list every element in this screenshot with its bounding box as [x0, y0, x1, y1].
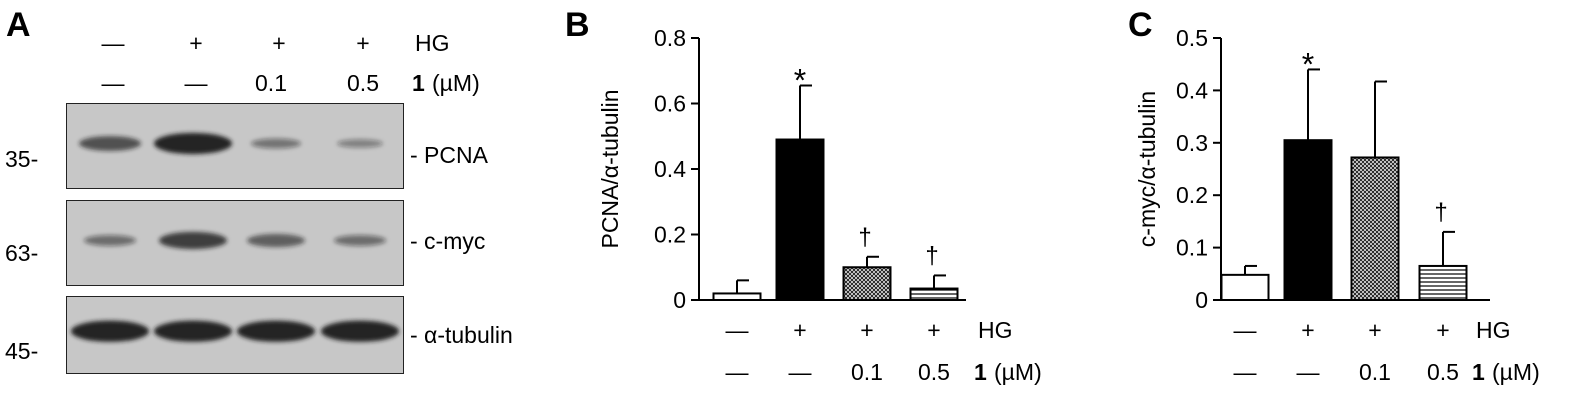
panel-c-letter: C — [1128, 6, 1153, 44]
blot-bands — [84, 231, 386, 250]
band-alpha-tubulin — [321, 320, 399, 342]
bar-3 — [1350, 156, 1400, 301]
hg-label: HG — [1476, 317, 1511, 343]
significance-marker: † — [858, 224, 871, 251]
dose-cell: — — [1297, 359, 1320, 385]
band-PCNA — [154, 132, 232, 155]
y-tick-label: 0.6 — [654, 91, 686, 117]
hg-cell: + — [793, 317, 806, 343]
band-alpha-tubulin — [237, 320, 315, 342]
y-tick-label: 0.1 — [1176, 235, 1208, 261]
dose-cell: 0.5 — [347, 70, 379, 96]
band-c-myc — [84, 235, 136, 246]
y-tick-label: 0 — [673, 287, 686, 313]
band-alpha-tubulin — [71, 320, 149, 342]
bar-1 — [1220, 273, 1270, 301]
y-tick-label: 0.4 — [654, 156, 686, 182]
dose-cell: — — [184, 70, 208, 96]
hg-cell: + — [1301, 317, 1314, 343]
blot-label-c-myc: - c-myc — [410, 228, 486, 254]
y-tick-label: 0.8 — [654, 25, 686, 51]
chart-b: 0 0.2 0.4 0.6 0.8 PCNA/α-tubulin * † † — + + + HG — — 0.… — [597, 25, 1042, 385]
blot-bands — [71, 320, 399, 342]
hg-label: HG — [415, 30, 450, 56]
band-PCNA — [251, 138, 301, 149]
hg-cell: + — [1436, 317, 1449, 343]
chart-c: 0 0.1 0.2 0.3 0.4 0.5 c-myc/α-tubulin * † — + + + HG —… — [1134, 25, 1540, 385]
dose-cell: 0.5 — [918, 359, 950, 385]
compound-label: 1 — [974, 359, 987, 385]
hg-cell: — — [726, 317, 749, 343]
y-tick-label: 0.2 — [1176, 182, 1208, 208]
band-alpha-tubulin — [154, 320, 232, 342]
blot-label-pcna: - PCNA — [410, 142, 488, 168]
mw-marker-alpha-tubulin: 45- — [5, 338, 39, 364]
hg-cell: — — [1234, 317, 1257, 343]
hg-cell: + — [1368, 317, 1381, 343]
compound-label: 1 — [412, 70, 425, 96]
y-axis-label: PCNA/α-tubulin — [597, 89, 623, 248]
hg-label: HG — [978, 317, 1013, 343]
unit-label: (µM) — [994, 359, 1042, 385]
dose-cell: — — [789, 359, 812, 385]
significance-marker: * — [794, 62, 806, 98]
band-c-myc — [247, 233, 305, 248]
hg-cell: + — [272, 30, 286, 56]
unit-label: (µM) — [432, 70, 480, 96]
bar-2 — [1283, 139, 1333, 301]
dose-cell: 0.1 — [255, 70, 287, 96]
bar-1 — [712, 292, 762, 302]
y-tick-label: 0.5 — [1176, 25, 1208, 51]
significance-marker: † — [1434, 199, 1447, 226]
dose-cell: 0.1 — [851, 359, 883, 385]
bar-2 — [775, 138, 825, 301]
significance-marker: † — [925, 242, 938, 269]
y-tick-label: 0.3 — [1176, 130, 1208, 156]
band-c-myc — [334, 235, 386, 246]
band-c-myc — [159, 231, 227, 250]
bar-4 — [909, 287, 959, 302]
panel-a-letter: A — [6, 6, 31, 44]
dose-cell: — — [101, 70, 125, 96]
blot-pcna — [66, 103, 404, 189]
blot-label-alpha-tubulin: - α-tubulin — [410, 322, 513, 348]
dose-cell: 0.1 — [1359, 359, 1391, 385]
bar-4 — [1418, 264, 1468, 302]
y-axis-label: c-myc/α-tubulin — [1134, 91, 1160, 247]
hg-cell: — — [101, 30, 125, 56]
y-tick-label: 0.2 — [654, 222, 686, 248]
mw-marker-c-myc: 63- — [5, 240, 39, 266]
band-PCNA — [337, 139, 383, 148]
hg-cell: + — [189, 30, 203, 56]
blot-c-myc — [66, 200, 404, 286]
y-tick-label: 0 — [1195, 287, 1208, 313]
blot-bands — [79, 132, 383, 155]
dose-cell: — — [726, 359, 749, 385]
hg-cell: + — [927, 317, 940, 343]
compound-label: 1 — [1472, 359, 1485, 385]
panel-b-letter: B — [565, 6, 590, 44]
band-PCNA — [79, 136, 141, 151]
significance-marker: * — [1302, 46, 1314, 82]
blot-alpha-tubulin — [66, 296, 404, 374]
hg-cell: + — [356, 30, 370, 56]
bar-3 — [842, 266, 892, 301]
hg-cell: + — [860, 317, 873, 343]
y-tick-label: 0.4 — [1176, 77, 1208, 103]
mw-marker-pcna: 35- — [5, 146, 39, 172]
dose-cell: 0.5 — [1427, 359, 1459, 385]
dose-cell: — — [1234, 359, 1257, 385]
unit-label: (µM) — [1492, 359, 1540, 385]
